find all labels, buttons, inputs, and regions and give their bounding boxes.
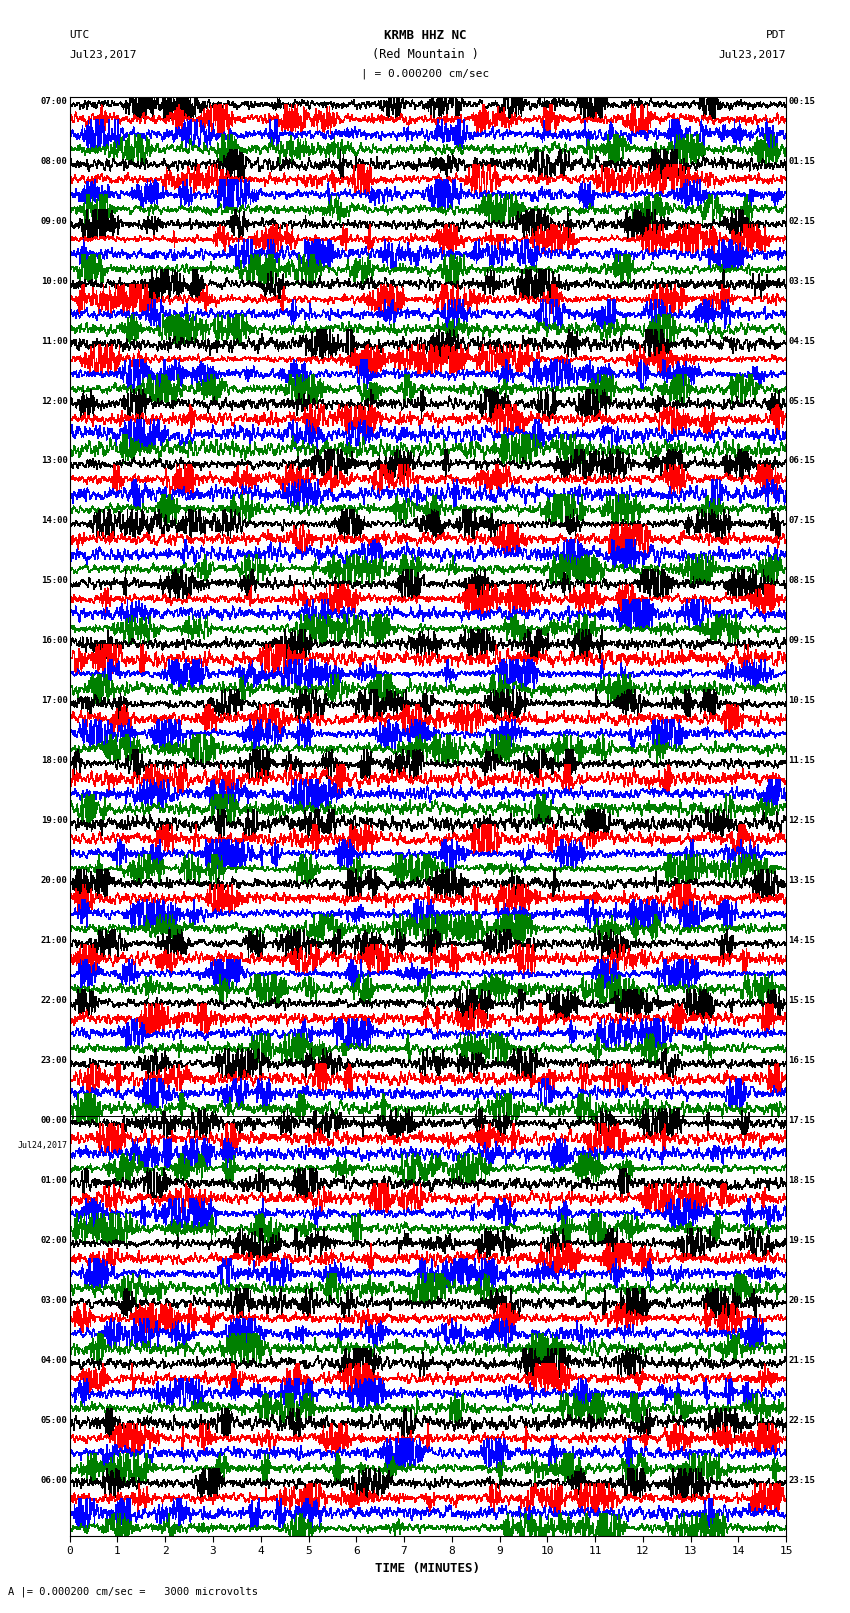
Text: UTC: UTC: [70, 31, 90, 40]
Text: 17:00: 17:00: [41, 697, 67, 705]
Text: 08:15: 08:15: [789, 576, 815, 586]
Text: KRMB HHZ NC: KRMB HHZ NC: [383, 29, 467, 42]
Text: 20:00: 20:00: [41, 876, 67, 886]
Text: 10:00: 10:00: [41, 277, 67, 286]
Text: 12:00: 12:00: [41, 397, 67, 405]
Text: 02:00: 02:00: [41, 1236, 67, 1245]
Text: 03:00: 03:00: [41, 1295, 67, 1305]
Text: Jul24,2017: Jul24,2017: [18, 1142, 67, 1150]
Text: 05:15: 05:15: [789, 397, 815, 405]
Text: 21:15: 21:15: [789, 1355, 815, 1365]
Text: 05:00: 05:00: [41, 1416, 67, 1424]
Text: 08:00: 08:00: [41, 156, 67, 166]
Text: 07:15: 07:15: [789, 516, 815, 526]
Text: 06:15: 06:15: [789, 456, 815, 466]
Text: 12:15: 12:15: [789, 816, 815, 826]
Text: 16:00: 16:00: [41, 636, 67, 645]
Text: 09:00: 09:00: [41, 216, 67, 226]
Text: 14:00: 14:00: [41, 516, 67, 526]
Text: 18:15: 18:15: [789, 1176, 815, 1186]
Text: | = 0.000200 cm/sec: | = 0.000200 cm/sec: [361, 69, 489, 79]
Text: 21:00: 21:00: [41, 936, 67, 945]
Text: PDT: PDT: [766, 31, 786, 40]
Text: 13:15: 13:15: [789, 876, 815, 886]
Text: 22:00: 22:00: [41, 997, 67, 1005]
Text: 15:15: 15:15: [789, 997, 815, 1005]
Text: 22:15: 22:15: [789, 1416, 815, 1424]
Text: 04:15: 04:15: [789, 337, 815, 345]
Text: 20:15: 20:15: [789, 1295, 815, 1305]
Text: 00:00: 00:00: [41, 1116, 67, 1124]
Text: Jul23,2017: Jul23,2017: [70, 50, 137, 60]
Text: 04:00: 04:00: [41, 1355, 67, 1365]
Text: 09:15: 09:15: [789, 636, 815, 645]
Text: 06:00: 06:00: [41, 1476, 67, 1484]
Text: 23:00: 23:00: [41, 1057, 67, 1065]
Text: A |= 0.000200 cm/sec =   3000 microvolts: A |= 0.000200 cm/sec = 3000 microvolts: [8, 1586, 258, 1597]
Text: 07:00: 07:00: [41, 97, 67, 106]
Text: 17:15: 17:15: [789, 1116, 815, 1124]
Text: 10:15: 10:15: [789, 697, 815, 705]
X-axis label: TIME (MINUTES): TIME (MINUTES): [376, 1561, 480, 1574]
Text: 14:15: 14:15: [789, 936, 815, 945]
Text: 13:00: 13:00: [41, 456, 67, 466]
Text: 19:15: 19:15: [789, 1236, 815, 1245]
Text: Jul23,2017: Jul23,2017: [719, 50, 786, 60]
Text: 01:00: 01:00: [41, 1176, 67, 1186]
Text: (Red Mountain ): (Red Mountain ): [371, 48, 479, 61]
Text: 03:15: 03:15: [789, 277, 815, 286]
Text: 11:15: 11:15: [789, 756, 815, 765]
Text: 19:00: 19:00: [41, 816, 67, 826]
Text: 00:15: 00:15: [789, 97, 815, 106]
Text: 15:00: 15:00: [41, 576, 67, 586]
Text: 01:15: 01:15: [789, 156, 815, 166]
Text: 23:15: 23:15: [789, 1476, 815, 1484]
Text: 18:00: 18:00: [41, 756, 67, 765]
Text: 11:00: 11:00: [41, 337, 67, 345]
Text: 02:15: 02:15: [789, 216, 815, 226]
Text: 16:15: 16:15: [789, 1057, 815, 1065]
